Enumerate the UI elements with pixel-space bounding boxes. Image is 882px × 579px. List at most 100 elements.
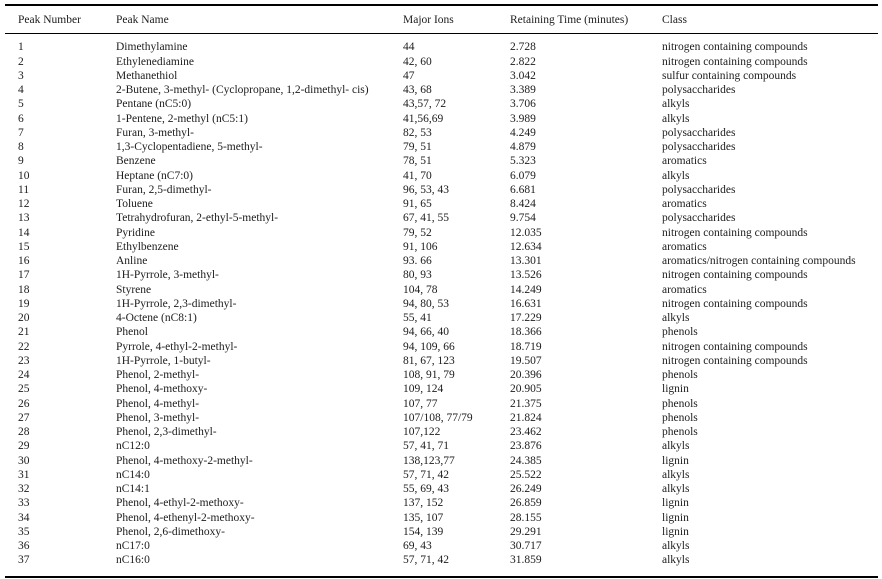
column-header-peak-number: Peak Number bbox=[18, 14, 81, 26]
cell-class: alkyls bbox=[662, 554, 690, 567]
table-row: 23 1H-Pyrrole, 1-butyl- 81, 67, 123 19.507 n… bbox=[18, 354, 874, 368]
cell-peak-name: Furan, 3-methyl- bbox=[116, 126, 194, 139]
cell-peak-name: Styrene bbox=[116, 283, 152, 296]
cell-retaining-time: 23.462 bbox=[510, 426, 542, 438]
cell-peak-name: Phenol, 4-methoxy-2-methyl- bbox=[116, 454, 253, 467]
cell-retaining-time: 29.291 bbox=[510, 525, 542, 538]
table-row: 3 Methanethiol 47 3.042 sulfur containing co… bbox=[18, 69, 874, 83]
cell-class: nitrogen containing compounds bbox=[662, 269, 808, 282]
cell-retaining-time: 3.389 bbox=[510, 84, 536, 96]
cell-retaining-time: 9.754 bbox=[510, 212, 536, 225]
cell-peak-number: 5 bbox=[18, 98, 24, 111]
cell-peak-name: Pyrrole, 4-ethyl-2-methyl- bbox=[116, 340, 238, 353]
cell-peak-name: Phenol bbox=[116, 326, 148, 339]
cell-class: aromatics bbox=[662, 155, 707, 168]
table-row: 12 Toluene 91, 65 8.424 aromatics bbox=[18, 197, 874, 211]
cell-peak-number: 33 bbox=[18, 497, 30, 510]
cell-peak-number: 16 bbox=[18, 255, 30, 267]
cell-retaining-time: 6.681 bbox=[510, 183, 536, 196]
table-row: 15 Ethylbenzene 91, 106 12.634 aromatics bbox=[18, 240, 874, 254]
table-row: 19 1H-Pyrrole, 2,3-dimethyl- 94, 80, 53 16.… bbox=[18, 297, 874, 311]
cell-major-ions: 42, 60 bbox=[403, 55, 432, 68]
cell-major-ions: 41, 70 bbox=[403, 169, 432, 182]
cell-peak-number: 10 bbox=[18, 169, 30, 182]
cell-retaining-time: 21.375 bbox=[510, 397, 542, 410]
table-row: 2 Ethylenediamine 42, 60 2.822 nitrogen cont… bbox=[18, 55, 874, 69]
table-row: 28 Phenol, 2,3-dimethyl- 107,122 23.462 phen… bbox=[18, 425, 874, 439]
cell-major-ions: 55, 69, 43 bbox=[403, 483, 449, 495]
cell-retaining-time: 13.526 bbox=[510, 269, 542, 282]
cell-major-ions: 108, 91, 79 bbox=[403, 369, 455, 381]
table-row: 10 Heptane (nC7:0) 41, 70 6.079 alkyls bbox=[18, 169, 874, 183]
cell-major-ions: 81, 67, 123 bbox=[403, 354, 455, 367]
cell-class: lignin bbox=[662, 454, 689, 467]
cell-retaining-time: 18.366 bbox=[510, 326, 542, 339]
table-row: 11 Furan, 2,5-dimethyl- 96, 53, 43 6.681 pol… bbox=[18, 183, 874, 197]
cell-peak-name: nC16:0 bbox=[116, 554, 150, 567]
table-row: 30 Phenol, 4-methoxy-2-methyl- 138,123,77 2… bbox=[18, 454, 874, 468]
cell-class: alkyls bbox=[662, 468, 690, 481]
cell-peak-name: Phenol, 2-methyl- bbox=[116, 369, 200, 381]
cell-major-ions: 138,123,77 bbox=[403, 454, 455, 467]
cell-peak-number: 20 bbox=[18, 312, 30, 324]
column-header-retaining-time: Retaining Time (minutes) bbox=[510, 14, 629, 26]
cell-major-ions: 154, 139 bbox=[403, 525, 444, 538]
cell-retaining-time: 4.879 bbox=[510, 141, 536, 153]
cell-class: aromatics bbox=[662, 283, 707, 296]
cell-peak-number: 37 bbox=[18, 554, 30, 567]
cell-major-ions: 80, 93 bbox=[403, 269, 432, 282]
cell-retaining-time: 17.229 bbox=[510, 312, 542, 324]
table-row: 8 1,3-Cyclopentadiene, 5-methyl- 79, 51 4.8… bbox=[18, 140, 874, 154]
cell-peak-number: 13 bbox=[18, 212, 30, 225]
table-row: 13 Tetrahydrofuran, 2-ethyl-5-methyl- 67, … bbox=[18, 211, 874, 225]
cell-peak-number: 36 bbox=[18, 540, 30, 552]
cell-peak-number: 4 bbox=[18, 84, 24, 96]
cell-peak-name: Ethylbenzene bbox=[116, 240, 179, 253]
cell-peak-number: 8 bbox=[18, 141, 24, 153]
cell-peak-number: 30 bbox=[18, 454, 30, 467]
cell-peak-name: 1H-Pyrrole, 3-methyl- bbox=[116, 269, 219, 282]
cell-peak-name: nC14:1 bbox=[116, 483, 150, 495]
cell-major-ions: 69, 43 bbox=[403, 540, 432, 552]
cell-peak-number: 23 bbox=[18, 354, 30, 367]
cell-class: alkyls bbox=[662, 440, 690, 453]
column-header-peak-name: Peak Name bbox=[116, 14, 169, 26]
table-row: 36 nC17:0 69, 43 30.717 alkyls bbox=[18, 539, 874, 553]
cell-retaining-time: 20.905 bbox=[510, 383, 542, 396]
cell-class: polysaccharides bbox=[662, 141, 736, 153]
cell-peak-number: 21 bbox=[18, 326, 30, 339]
cell-retaining-time: 26.249 bbox=[510, 483, 542, 495]
cell-major-ions: 79, 52 bbox=[403, 226, 432, 239]
table-row: 18 Styrene 104, 78 14.249 aromatics bbox=[18, 283, 874, 297]
cell-peak-number: 25 bbox=[18, 383, 30, 396]
cell-class: phenols bbox=[662, 426, 698, 438]
cell-peak-number: 12 bbox=[18, 198, 30, 210]
cell-major-ions: 135, 107 bbox=[403, 511, 444, 524]
cell-peak-name: 1H-Pyrrole, 2,3-dimethyl- bbox=[116, 297, 237, 310]
table-row: 24 Phenol, 2-methyl- 108, 91, 79 20.396 phen… bbox=[18, 368, 874, 382]
cell-class: phenols bbox=[662, 411, 698, 424]
cell-class: aromatics bbox=[662, 198, 707, 210]
cell-retaining-time: 18.719 bbox=[510, 340, 542, 353]
cell-peak-number: 31 bbox=[18, 468, 30, 481]
cell-peak-number: 29 bbox=[18, 440, 30, 453]
cell-peak-name: Pyridine bbox=[116, 226, 155, 239]
cell-class: lignin bbox=[662, 511, 689, 524]
cell-class: phenols bbox=[662, 397, 698, 410]
table-row: 35 Phenol, 2,6-dimethoxy- 154, 139 29.291 li… bbox=[18, 525, 874, 539]
cell-peak-number: 15 bbox=[18, 240, 30, 253]
table-row: 37 nC16:0 57, 71, 42 31.859 alkyls bbox=[18, 553, 874, 567]
cell-major-ions: 43,57, 72 bbox=[403, 98, 447, 111]
cell-class: nitrogen containing compounds bbox=[662, 55, 808, 68]
cell-retaining-time: 16.631 bbox=[510, 297, 542, 310]
cell-major-ions: 94, 80, 53 bbox=[403, 297, 449, 310]
cell-peak-name: Phenol, 4-methyl- bbox=[116, 397, 200, 410]
cell-retaining-time: 5.323 bbox=[510, 155, 536, 168]
cell-retaining-time: 3.989 bbox=[510, 112, 536, 125]
cell-major-ions: 107/108, 77/79 bbox=[403, 411, 473, 424]
cell-class: alkyls bbox=[662, 312, 690, 324]
cell-peak-number: 19 bbox=[18, 297, 30, 310]
table-row: 32 nC14:1 55, 69, 43 26.249 alkyls bbox=[18, 482, 874, 496]
cell-class: phenols bbox=[662, 369, 698, 381]
cell-major-ions: 41,56,69 bbox=[403, 112, 444, 125]
